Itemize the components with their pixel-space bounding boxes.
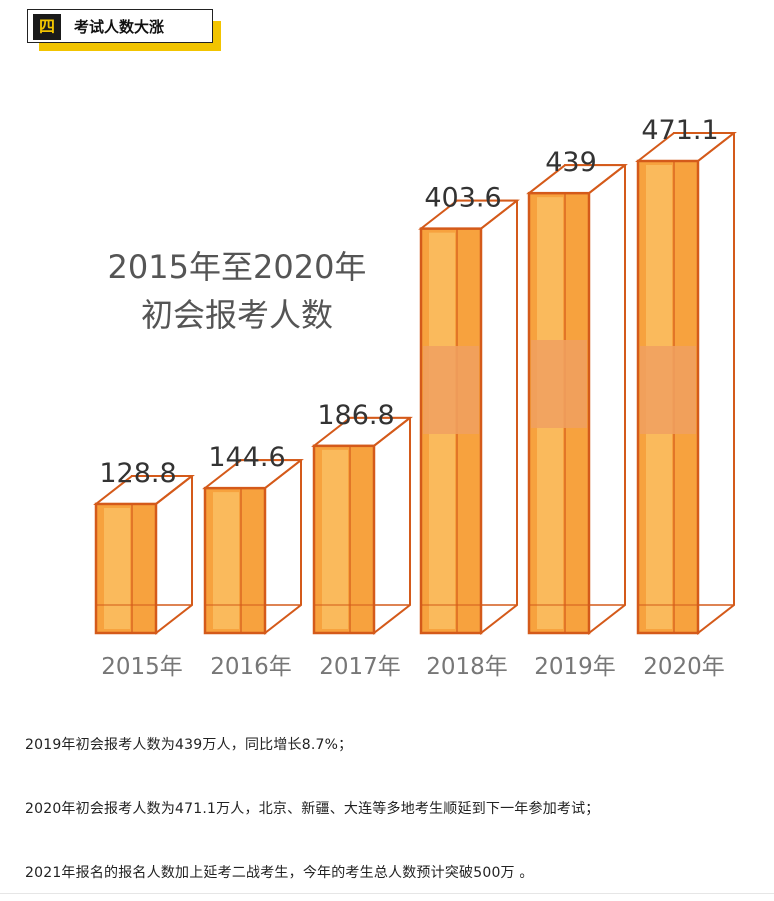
bar-top-edge bbox=[697, 132, 735, 162]
section-header: 四 考试人数大涨 bbox=[27, 9, 223, 51]
bar-value-label: 403.6 bbox=[424, 183, 501, 214]
divider bbox=[0, 893, 774, 894]
section-title: 考试人数大涨 bbox=[74, 18, 165, 36]
bar-2019年: 439 bbox=[526, 147, 628, 635]
bar-top-edge bbox=[588, 164, 626, 194]
bar-2020年: 471.1 bbox=[635, 115, 737, 635]
bar-2018年: 403.6 bbox=[418, 183, 520, 635]
bar-top-edge bbox=[264, 459, 302, 489]
x-tick-label: 2015年 bbox=[101, 654, 183, 680]
bar-watermark-patch bbox=[531, 340, 587, 428]
bar-value-label: 144.6 bbox=[208, 442, 285, 473]
bar-highlight bbox=[213, 492, 239, 629]
bar-top-edge bbox=[155, 475, 193, 505]
x-tick-label: 2018年 bbox=[426, 654, 508, 680]
bar-top-edge bbox=[480, 199, 518, 230]
chart-title-line: 初会报考人数 bbox=[141, 296, 333, 334]
bar-value-label: 471.1 bbox=[641, 115, 718, 146]
bar-watermark-patch bbox=[423, 346, 479, 434]
bar-2016年: 144.6 bbox=[202, 442, 304, 635]
bar-value-label: 439 bbox=[545, 147, 597, 178]
bar-value-label: 186.8 bbox=[317, 400, 394, 431]
x-tick-label: 2020年 bbox=[643, 654, 725, 680]
bar-2015年: 128.8 bbox=[93, 458, 195, 635]
x-tick-label: 2016年 bbox=[210, 654, 292, 680]
bar-top-edge bbox=[373, 417, 411, 447]
chart-title-line: 2015年至2020年 bbox=[108, 248, 367, 286]
section-number-badge: 四 bbox=[33, 14, 61, 40]
bar-watermark-patch bbox=[640, 346, 696, 434]
section-header-box: 四 考试人数大涨 bbox=[27, 9, 213, 43]
bar-highlight bbox=[322, 449, 348, 629]
paragraph-2019: 2019年初会报考人数为439万人，同比增长8.7%； bbox=[25, 737, 353, 753]
paragraph-2021: 2021年报名的报名人数加上延考二战考生，今年的考生总人数预计突破500万 。 bbox=[25, 865, 534, 881]
x-tick-label: 2019年 bbox=[534, 654, 616, 680]
bars-group: 128.8 144.6 186.8 403.6 439 471.1 bbox=[93, 115, 737, 635]
paragraph-2020: 2020年初会报考人数为471.1万人，北京、新疆、大连等多地考生顺延到下一年参… bbox=[25, 801, 600, 817]
x-axis-labels: 2015年 2016年 2017年 2018年 2019年 2020年 bbox=[101, 654, 725, 680]
bar-value-label: 128.8 bbox=[99, 458, 176, 489]
bar-2017年: 186.8 bbox=[311, 400, 413, 635]
x-tick-label: 2017年 bbox=[319, 654, 401, 680]
bar-highlight bbox=[104, 507, 130, 629]
